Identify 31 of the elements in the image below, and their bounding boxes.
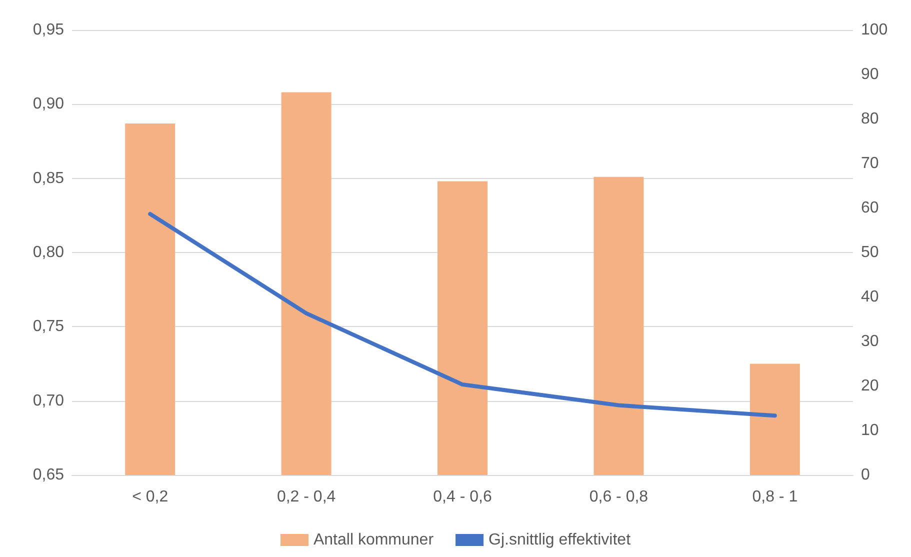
y-tick-label: 0,80 [32,244,64,261]
x-tick-label: 0,8 - 1 [752,488,798,506]
bar [750,364,800,475]
y2-tick-label: 100 [861,22,888,38]
x-tick-label: 0,2 - 0,4 [276,488,336,506]
x-tick-label: 0,4 - 0,6 [433,488,492,506]
y2-tick-label: 0 [861,466,870,484]
legend-label: Antall kommuner [313,532,434,548]
legend-label: Gj.snittlig effektivitet [488,532,632,548]
bar [281,92,332,475]
bar [125,123,176,475]
y2-tick-label: 60 [861,200,879,216]
x-tick-label: 0,6 - 0,8 [589,488,648,506]
y2-tick-label: 20 [861,378,879,394]
y2-tick-label: 10 [861,422,879,439]
y-tick-label: 0,85 [32,170,64,187]
bar [438,181,488,475]
y2-tick-label: 40 [861,288,879,306]
bar [594,176,644,475]
y-tick-label: 0,75 [32,318,64,336]
y2-tick-label: 80 [861,110,879,128]
line-series [148,212,777,418]
x-tick-label: < 0,2 [132,488,168,506]
y2-tick-label: 90 [861,66,879,83]
y-tick-label: 0,65 [32,466,64,484]
y2-tick-label: 30 [861,333,879,350]
y-tick-label: 0,90 [32,96,64,113]
y-tick-label: 0,95 [32,22,64,38]
y2-tick-label: 70 [861,155,879,172]
y2-tick-label: 50 [861,244,879,261]
y-tick-label: 0,70 [32,392,64,410]
